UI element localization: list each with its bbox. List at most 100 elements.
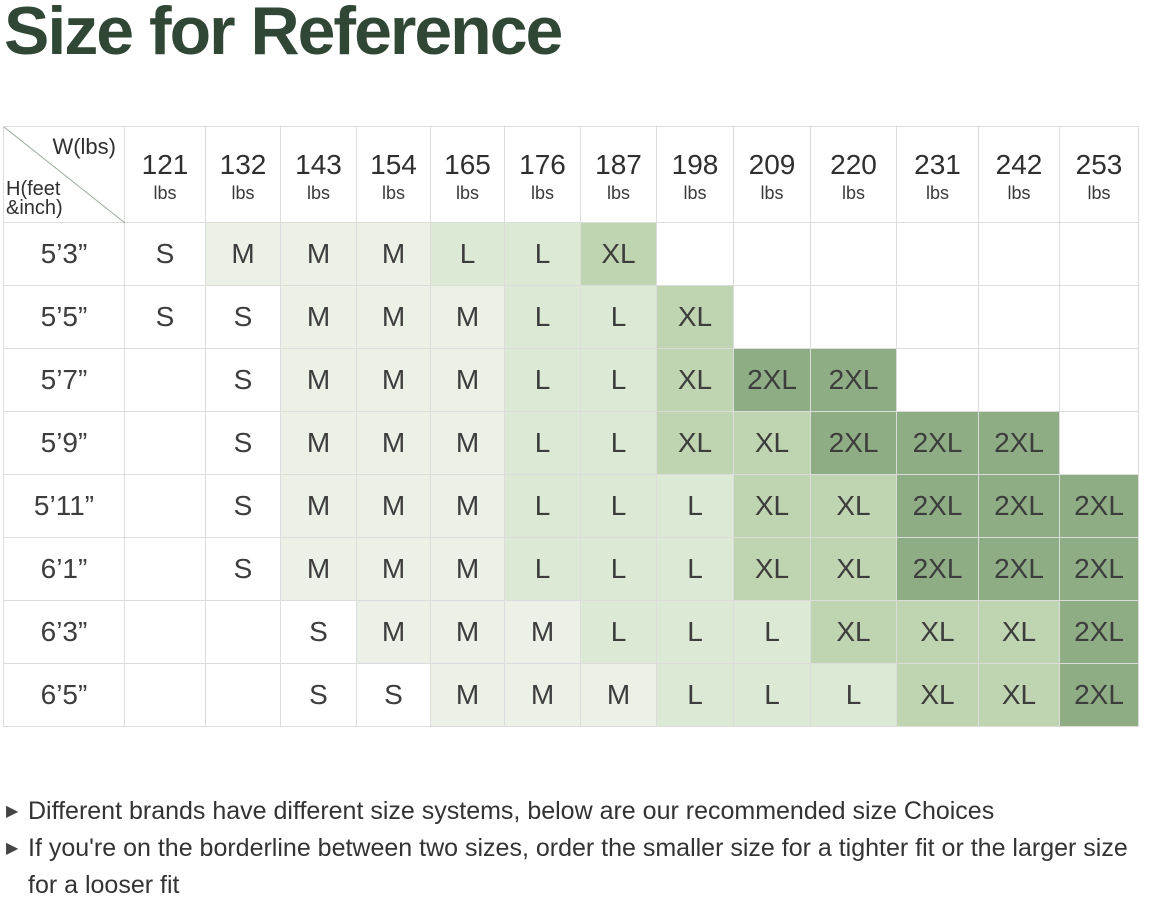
size-cell: 2XL xyxy=(1059,474,1139,538)
size-cell: M xyxy=(280,537,357,601)
size-cell: L xyxy=(656,663,734,727)
size-cell: XL xyxy=(656,411,734,475)
size-cell: L xyxy=(430,222,505,286)
size-cell: M xyxy=(356,285,431,349)
size-cell: 2XL xyxy=(978,474,1060,538)
weight-unit: lbs xyxy=(925,182,949,203)
size-chart-table: W(lbs) H(feet &inch) 121 lbs 132 lbs 143 lbs 15… xyxy=(3,126,1139,727)
size-cell: S xyxy=(205,537,281,601)
size-cell: 2XL xyxy=(1059,663,1139,727)
weight-value: 187 xyxy=(595,148,642,180)
size-cell: S xyxy=(280,663,357,727)
note-item: ▶ If you're on the borderline between tw… xyxy=(6,830,1154,904)
size-cell: M xyxy=(280,348,357,412)
empty-cell xyxy=(896,348,979,412)
size-cell: L xyxy=(504,474,581,538)
diagonal-divider-icon xyxy=(4,127,125,223)
weight-header-cell: 121 lbs xyxy=(124,126,206,223)
size-cell: XL xyxy=(810,600,897,664)
empty-cell xyxy=(124,474,206,538)
weight-value: 132 xyxy=(219,148,267,180)
weight-value: 220 xyxy=(830,148,877,180)
empty-cell xyxy=(124,663,206,727)
empty-cell xyxy=(896,285,979,349)
weight-unit: lbs xyxy=(455,182,479,203)
weight-header-cell: 187 lbs xyxy=(580,126,657,223)
size-cell: S xyxy=(124,285,206,349)
size-cell: XL xyxy=(896,663,979,727)
size-cell: XL xyxy=(580,222,657,286)
weight-header-cell: 132 lbs xyxy=(205,126,281,223)
table-row: 5’3” S M M M L L XL xyxy=(3,222,1139,286)
weight-unit: lbs xyxy=(153,182,177,203)
empty-cell xyxy=(810,285,897,349)
size-cell: M xyxy=(356,222,431,286)
table-row: 5’5” S S M M M L L XL xyxy=(3,285,1139,349)
size-cell: 2XL xyxy=(896,411,979,475)
size-cell: L xyxy=(656,600,734,664)
empty-cell xyxy=(978,222,1060,286)
size-cell: XL xyxy=(656,348,734,412)
empty-cell xyxy=(978,285,1060,349)
size-cell: L xyxy=(580,474,657,538)
size-cell: M xyxy=(280,474,357,538)
size-cell: 2XL xyxy=(978,411,1060,475)
size-cell: L xyxy=(504,411,581,475)
size-cell: M xyxy=(280,411,357,475)
weight-header-cell: 154 lbs xyxy=(356,126,431,223)
weight-value: 209 xyxy=(748,148,796,180)
size-cell: M xyxy=(356,474,431,538)
size-cell: XL xyxy=(656,285,734,349)
weight-header-cell: 143 lbs xyxy=(280,126,357,223)
height-label-cell: 5’3” xyxy=(3,222,125,286)
size-cell: S xyxy=(205,474,281,538)
empty-cell xyxy=(656,222,734,286)
weight-value: 231 xyxy=(914,148,961,180)
size-cell: M xyxy=(205,222,281,286)
size-cell: M xyxy=(356,537,431,601)
weight-header-cell: 176 lbs xyxy=(504,126,581,223)
weight-header-cell: 231 lbs xyxy=(896,126,979,223)
empty-cell xyxy=(205,663,281,727)
size-cell: 2XL xyxy=(896,474,979,538)
size-cell: L xyxy=(504,348,581,412)
size-cell: L xyxy=(810,663,897,727)
size-cell: XL xyxy=(733,474,811,538)
weight-unit: lbs xyxy=(841,182,865,203)
weight-value: 143 xyxy=(295,148,342,180)
size-cell: XL xyxy=(810,474,897,538)
size-cell: L xyxy=(504,222,581,286)
table-row: 5’7” S M M M L L XL 2XL 2XL xyxy=(3,348,1139,412)
notes-list: ▶ Different brands have different size s… xyxy=(6,793,1154,904)
table-row: 6’5” S S M M M L L L XL XL 2XL xyxy=(3,663,1139,727)
weight-axis-label: W(lbs) xyxy=(52,134,116,159)
size-cell: L xyxy=(733,600,811,664)
weight-header-row: W(lbs) H(feet &inch) 121 lbs 132 lbs 143 lbs 15… xyxy=(3,126,1139,223)
empty-cell xyxy=(124,600,206,664)
empty-cell xyxy=(896,222,979,286)
size-cell: L xyxy=(580,348,657,412)
size-cell: M xyxy=(280,222,357,286)
note-item: ▶ Different brands have different size s… xyxy=(6,793,1154,830)
size-cell: L xyxy=(656,474,734,538)
size-cell: M xyxy=(280,285,357,349)
size-cell: M xyxy=(430,348,505,412)
size-cell: S xyxy=(205,411,281,475)
weight-value: 198 xyxy=(671,148,719,180)
triangle-bullet-icon: ▶ xyxy=(6,803,19,820)
corner-header-cell: W(lbs) H(feet &inch) xyxy=(3,126,125,223)
size-cell: L xyxy=(504,285,581,349)
empty-cell xyxy=(810,222,897,286)
size-cell: M xyxy=(430,474,505,538)
table-row: 6’1” S M M M L L L XL XL 2XL 2XL 2XL xyxy=(3,537,1139,601)
empty-cell xyxy=(978,348,1060,412)
weight-unit: lbs xyxy=(530,182,554,203)
size-cell: XL xyxy=(810,537,897,601)
empty-cell xyxy=(124,411,206,475)
empty-cell xyxy=(733,285,811,349)
height-label-cell: 5’5” xyxy=(3,285,125,349)
weight-value: 242 xyxy=(995,148,1043,180)
weight-unit: lbs xyxy=(683,182,707,203)
size-cell: M xyxy=(356,411,431,475)
size-cell: S xyxy=(205,348,281,412)
